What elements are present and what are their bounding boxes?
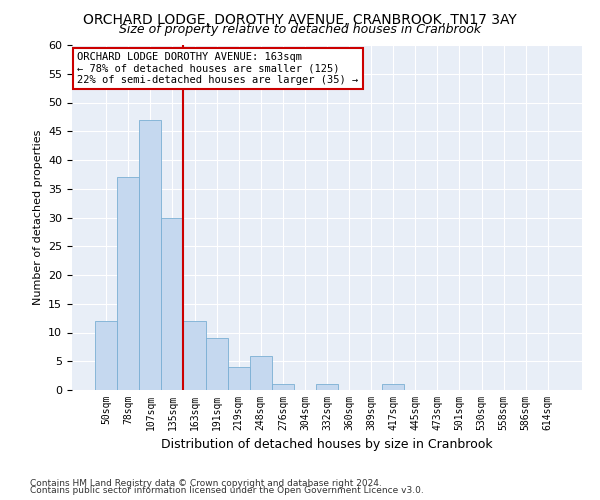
Y-axis label: Number of detached properties: Number of detached properties (32, 130, 43, 305)
Bar (206, 338, 227, 390)
Bar (272, 384, 294, 390)
Bar (316, 384, 338, 390)
Text: Size of property relative to detached houses in Cranbrook: Size of property relative to detached ho… (119, 22, 481, 36)
Bar (117, 178, 139, 390)
X-axis label: Distribution of detached houses by size in Cranbrook: Distribution of detached houses by size … (161, 438, 493, 452)
Bar (250, 356, 272, 390)
Text: ORCHARD LODGE DOROTHY AVENUE: 163sqm
← 78% of detached houses are smaller (125)
: ORCHARD LODGE DOROTHY AVENUE: 163sqm ← 7… (77, 52, 358, 85)
Text: Contains public sector information licensed under the Open Government Licence v3: Contains public sector information licen… (30, 486, 424, 495)
Text: Contains HM Land Registry data © Crown copyright and database right 2024.: Contains HM Land Registry data © Crown c… (30, 478, 382, 488)
Bar (139, 120, 161, 390)
Bar (227, 367, 250, 390)
Bar (161, 218, 184, 390)
Bar (95, 321, 117, 390)
Bar (184, 321, 206, 390)
Bar (382, 384, 404, 390)
Text: ORCHARD LODGE, DOROTHY AVENUE, CRANBROOK, TN17 3AY: ORCHARD LODGE, DOROTHY AVENUE, CRANBROOK… (83, 12, 517, 26)
